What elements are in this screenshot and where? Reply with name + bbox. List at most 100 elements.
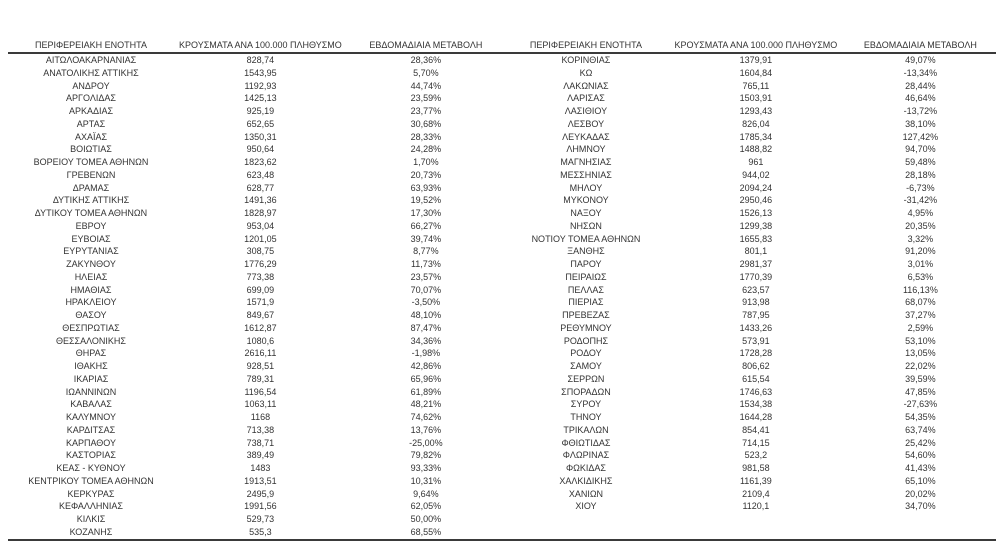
cell-cases-right: 787,95 — [742, 310, 770, 320]
cell-region-right — [505, 513, 667, 526]
cell-change-right: 54,35% — [905, 412, 936, 422]
cell-region-left: ΙΩΑΝΝΙΝΩΝ — [65, 386, 117, 397]
cell-region-right: ΤΗΝΟΥ — [570, 412, 602, 422]
cell-cases-right: 2981,37 — [739, 259, 773, 269]
table-row: ΑΡΚΑΔΙΑΣ 925,19 23,77% ΛΑΣΙΘΙΟΥ 1293,43 … — [8, 105, 996, 118]
table-row: ΗΡΑΚΛΕΙΟΥ 1571,9 -3,50% ΠΙΕΡΙΑΣ 913,98 6… — [8, 296, 996, 309]
cell-region-right: ΧΑΝΙΩΝ — [568, 488, 604, 499]
cell-change-right: 2,59% — [907, 322, 934, 333]
cell-change-left: 39,74% — [410, 233, 442, 244]
cell-cases-right: 961 — [748, 157, 764, 167]
cell-cases-right: 801,1 — [744, 246, 768, 257]
cell-change-right: -13,34% — [903, 67, 938, 78]
cell-cases-left: 1483 — [250, 463, 271, 473]
cell-region-right: ΠΕΛΛΑΣ — [567, 284, 604, 295]
cell-cases-left: 713,38 — [246, 424, 275, 435]
cell-change-right: 28,44% — [905, 80, 936, 91]
cell-change-right: 68,07% — [905, 297, 936, 308]
cell-region-left: ΘΗΡΑΣ — [75, 348, 107, 359]
cell-cases-left: 925,19 — [246, 106, 275, 116]
cell-change-left: 65,96% — [410, 373, 442, 384]
table-row: ΚΙΛΚΙΣ 529,73 50,00% — [8, 513, 996, 526]
cell-cases-left: 1776,29 — [244, 259, 277, 269]
cell-change-right: 3,32% — [907, 233, 934, 244]
cell-region-right: ΧΙΟΥ — [575, 501, 597, 512]
table-row: ΙΘΑΚΗΣ 928,51 42,86% ΣΑΜΟΥ 806,62 22,02% — [8, 360, 996, 373]
header-region-right: ΠΕΡΙΦΕΡΕΙΑΚΗ ΕΝΟΤΗΤΑ — [504, 34, 667, 54]
table-row: ΘΕΣΠΡΩΤΙΑΣ 1612,87 87,47% ΡΕΘΥΜΝΟΥ 1433,… — [8, 322, 996, 335]
cell-change-left: 93,33% — [410, 463, 442, 473]
cell-region-left: ΘΕΣΣΑΛΟΝΙΚΗΣ — [55, 335, 126, 346]
table-row: ΚΕΑΣ - ΚΥΘΝΟΥ 1483 93,33% ΦΩΚΙΔΑΣ 981,58… — [8, 462, 996, 475]
cell-region-right: ΦΩΚΙΔΑΣ — [565, 463, 606, 473]
cell-region-left: ΒΟΙΩΤΙΑΣ — [70, 144, 112, 155]
cell-change-left: -1,98% — [411, 348, 441, 359]
cell-region-left: ΚΟΖΑΝΗΣ — [69, 526, 113, 537]
table-row: ΚΑΛΥΜΝΟΥ 1168 74,62% ΤΗΝΟΥ 1644,28 54,35… — [8, 411, 996, 424]
cell-region-right: ΜΥΚΟΝΟΥ — [563, 195, 609, 206]
cell-change-left: 79,82% — [410, 450, 442, 461]
cell-region-right: ΝΟΤΙΟΥ ΤΟΜΕΑ ΑΘΗΝΩΝ — [531, 233, 641, 244]
cell-cases-left: 1828,97 — [244, 208, 277, 218]
cell-change-left: 48,10% — [410, 310, 442, 320]
cell-region-left: ΚΑΒΑΛΑΣ — [70, 399, 112, 410]
cell-region-left: ΖΑΚΥΝΘΟΥ — [66, 259, 116, 269]
cell-cases-left: 652,65 — [246, 118, 275, 129]
cell-cases-right: 1503,91 — [739, 93, 773, 104]
cell-cases-right: 1161,39 — [739, 475, 772, 486]
table-row: ΗΜΑΘΙΑΣ 699,09 70,07% ΠΕΛΛΑΣ 623,57 116,… — [8, 284, 996, 297]
table-row: ΙΚΑΡΙΑΣ 789,31 65,96% ΣΕΡΡΩΝ 615,54 39,5… — [8, 373, 996, 386]
cell-cases-left: 699,09 — [246, 284, 275, 295]
cell-cases-right: 573,91 — [742, 335, 770, 346]
table-row: ΕΒΡΟΥ 953,04 66,27% ΝΗΣΩΝ 1299,38 20,35% — [8, 220, 996, 233]
cell-region-right: ΡΟΔΟΠΗΣ — [563, 335, 609, 346]
cell-change-right: 25,42% — [905, 437, 936, 448]
cell-change-right: -27,63% — [903, 399, 938, 410]
cell-cases-left: 623,48 — [246, 169, 275, 180]
header-row: ΠΕΡΙΦΕΡΕΙΑΚΗ ΕΝΟΤΗΤΑ ΚΡΟΥΣΜΑΤΑ ΑΝΑ 100.0… — [8, 34, 996, 54]
cell-change-right: 46,64% — [905, 93, 936, 104]
table-row: ΑΡΓΟΛΙΔΑΣ 1425,13 23,59% ΛΑΡΙΣΑΣ 1503,91… — [8, 92, 996, 105]
cell-cases-left: 1913,51 — [244, 475, 277, 486]
cell-cases-right: 1433,26 — [739, 322, 773, 333]
cell-change-left: 11,73% — [410, 259, 441, 269]
cell-region-left: ΗΛΕΙΑΣ — [74, 271, 108, 282]
cell-change-right: 47,85% — [905, 386, 936, 397]
cell-region-right: ΣΕΡΡΩΝ — [567, 373, 605, 384]
cell-cases-right: 1379,91 — [739, 55, 773, 65]
cell-cases-right: 623,57 — [742, 284, 770, 295]
cell-change-left: 1,70% — [413, 157, 439, 167]
cell-cases-right — [667, 526, 845, 540]
cell-region-right: ΜΕΣΣΗΝΙΑΣ — [560, 169, 612, 180]
cell-change-left: 23,57% — [410, 271, 442, 282]
cell-change-right: -13,72% — [903, 106, 938, 116]
cell-cases-left: 1543,95 — [244, 67, 277, 78]
cell-change-left: 8,77% — [413, 246, 439, 257]
cell-change-right: 20,02% — [905, 488, 936, 499]
cell-cases-right: 1644,28 — [739, 412, 773, 422]
cell-cases-right: 2094,24 — [739, 182, 773, 193]
cell-region-left: ΑΡΓΟΛΙΔΑΣ — [66, 93, 116, 104]
cell-region-right: ΣΥΡΟΥ — [570, 399, 602, 410]
cell-region-left: ΑΝΔΡΟΥ — [72, 80, 110, 91]
cell-region-right: ΛΑΚΩΝΙΑΣ — [563, 80, 609, 91]
cell-change-right: 6,53% — [907, 271, 934, 282]
cell-region-left: ΙΘΑΚΗΣ — [74, 361, 108, 371]
cell-cases-right: 1488,82 — [739, 144, 773, 155]
cell-cases-left: 773,38 — [246, 271, 275, 282]
cell-cases-right: 1770,39 — [739, 271, 773, 282]
cell-cases-left: 1991,56 — [244, 501, 277, 512]
table-row: ΖΑΚΥΝΘΟΥ 1776,29 11,73% ΠΑΡΟΥ 2981,37 3,… — [8, 258, 996, 271]
table-row: ΑΝΑΤΟΛΙΚΗΣ ΑΤΤΙΚΗΣ 1543,95 5,70% ΚΩ 1604… — [8, 67, 996, 80]
table-header: ΠΕΡΙΦΕΡΕΙΑΚΗ ΕΝΟΤΗΤΑ ΚΡΟΥΣΜΑΤΑ ΑΝΑ 100.0… — [8, 34, 996, 54]
header-change-left: ΕΒΔΟΜΑΔΙΑΙΑ ΜΕΤΑΒΟΛΗ — [346, 34, 505, 54]
cell-change-left: 87,47% — [410, 322, 442, 333]
header-cases-left: ΚΡΟΥΣΜΑΤΑ ΑΝΑ 100.000 ΠΛΗΘΥΣΜΟ — [173, 34, 347, 54]
table-row: ΑΡΤΑΣ 652,65 30,68% ΛΕΣΒΟΥ 826,04 38,10% — [8, 118, 996, 131]
table-row: ΕΥΡΥΤΑΝΙΑΣ 308,75 8,77% ΞΑΝΘΗΣ 801,1 91,… — [8, 245, 996, 258]
cell-change-left: 5,70% — [413, 67, 439, 78]
table-row: ΒΟΙΩΤΙΑΣ 950,64 24,28% ΛΗΜΝΟΥ 1488,82 94… — [8, 143, 996, 156]
regional-cases-table: ΠΕΡΙΦΕΡΕΙΑΚΗ ΕΝΟΤΗΤΑ ΚΡΟΥΣΜΑΤΑ ΑΝΑ 100.0… — [8, 34, 996, 541]
cell-change-left: 30,68% — [410, 118, 442, 129]
cell-region-left: ΙΚΑΡΙΑΣ — [73, 373, 109, 384]
